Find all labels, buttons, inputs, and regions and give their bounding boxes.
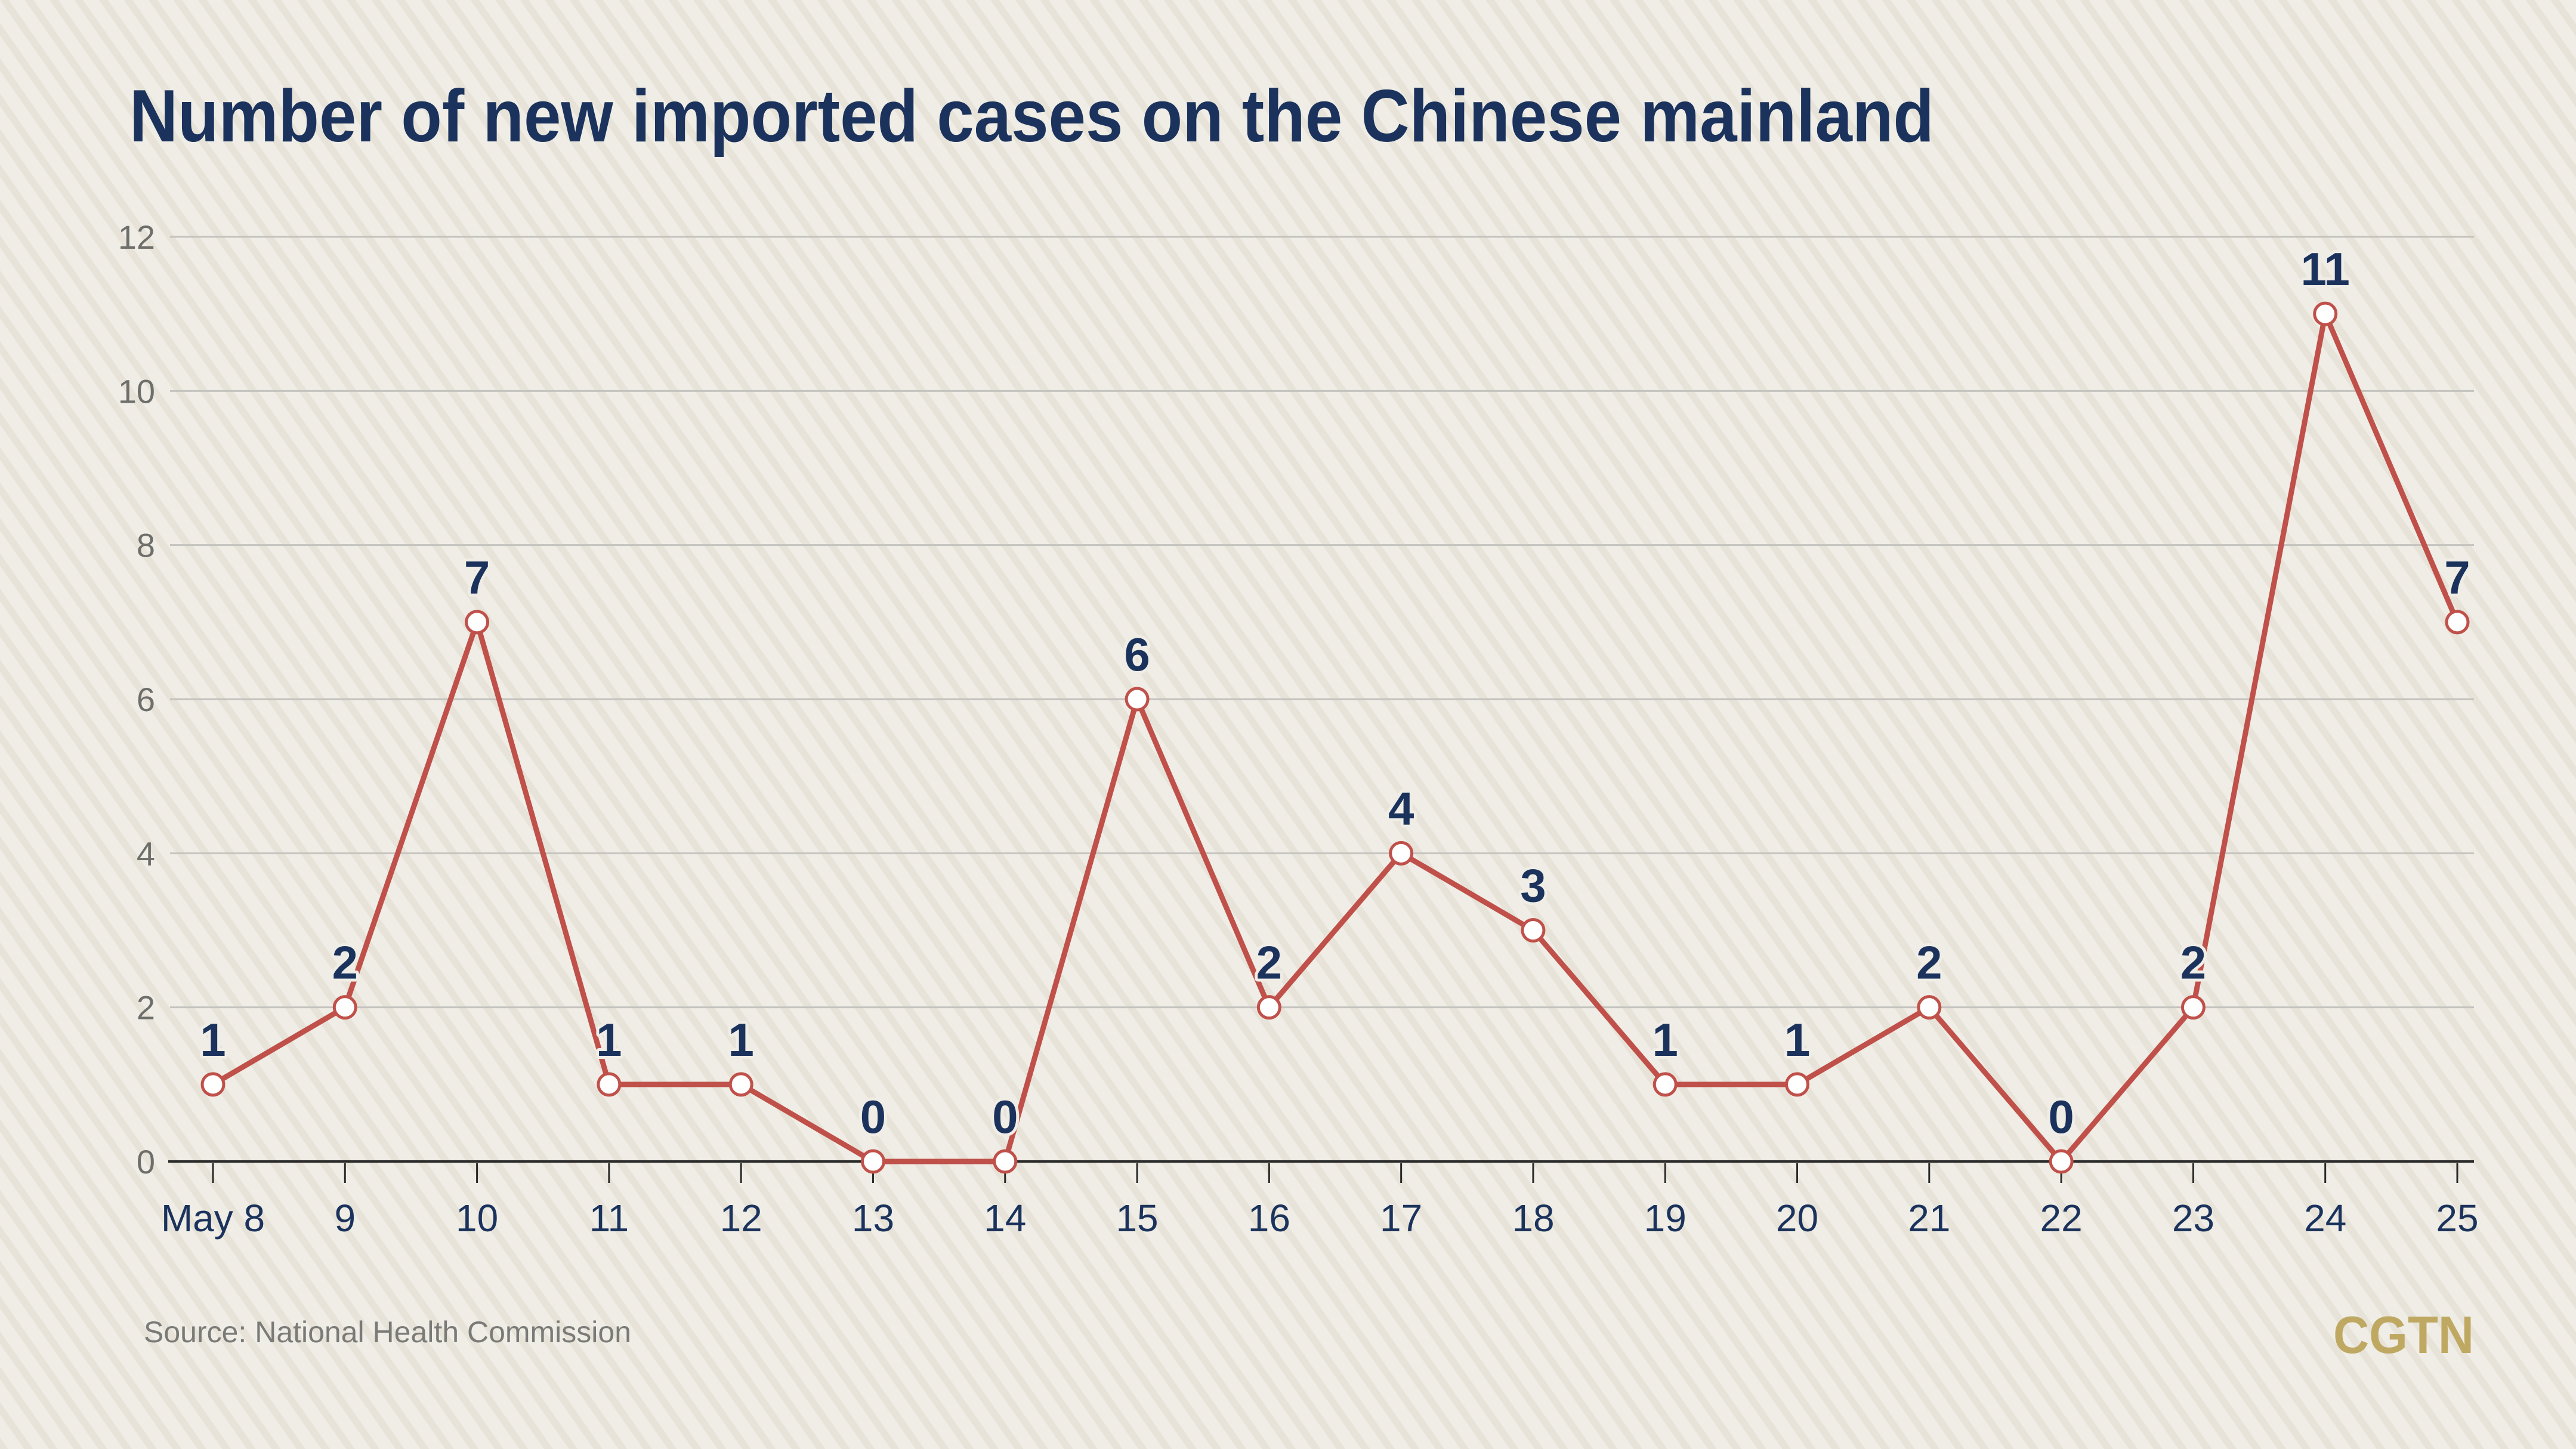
x-tick-label: 24: [2304, 1197, 2346, 1240]
x-tick-label: 19: [1644, 1197, 1687, 1240]
data-label: 1: [1784, 1014, 1810, 1066]
x-tick-label: 25: [2436, 1197, 2478, 1240]
y-tick-label: 0: [137, 1143, 155, 1181]
x-tick-label: 20: [1776, 1197, 1818, 1240]
series-line: [211, 311, 2460, 1164]
data-point: [465, 610, 490, 635]
data-label: 3: [1520, 860, 1546, 912]
data-label: 1: [728, 1014, 753, 1066]
x-tick-label: 17: [1380, 1197, 1422, 1240]
data-point: [1256, 995, 1281, 1020]
data-label: 0: [860, 1090, 886, 1143]
data-label: 0: [992, 1090, 1018, 1143]
data-label: 7: [2444, 551, 2470, 604]
data-label: 2: [2180, 937, 2206, 989]
x-tick-label: 9: [334, 1197, 356, 1240]
data-markers: [200, 301, 2470, 1174]
data-point: [1653, 1072, 1678, 1097]
data-point: [1389, 841, 1414, 866]
x-tick-label: 16: [1248, 1197, 1290, 1240]
data-label: 1: [1653, 1014, 1678, 1066]
data-label: 6: [1124, 628, 1150, 681]
data-label: 1: [200, 1014, 226, 1066]
y-tick-label: 10: [118, 372, 155, 410]
data-point: [2313, 301, 2338, 326]
gridlines: [170, 236, 2474, 1009]
data-label: 2: [1256, 937, 1282, 989]
x-tick-label: 11: [589, 1197, 629, 1240]
x-tick-label: 14: [984, 1197, 1026, 1240]
data-point: [860, 1149, 885, 1174]
data-point: [728, 1072, 753, 1097]
x-tick-label: 10: [456, 1197, 498, 1240]
x-tick-label: 22: [2040, 1197, 2083, 1240]
data-point: [332, 995, 357, 1020]
cgtn-logo: CGTN: [2333, 1305, 2474, 1364]
data-point: [993, 1149, 1018, 1174]
data-point: [2049, 1149, 2074, 1174]
y-tick-label: 2: [137, 989, 155, 1027]
source-note: Source: National Health Commission: [144, 1315, 631, 1349]
x-tick-label: 12: [720, 1197, 762, 1240]
x-tick-label: May 8: [161, 1197, 265, 1240]
y-tick-label: 12: [118, 218, 155, 256]
x-axis-tick-labels: May 8 9 10 11 12 13 14 15 16 17 18 19 20 21 22 23 24 25: [161, 1197, 2479, 1240]
data-point: [1785, 1072, 1810, 1097]
data-label: 1: [596, 1014, 622, 1066]
x-tick-label: 23: [2172, 1197, 2214, 1240]
chart-title: Number of new imported cases on the Chin…: [129, 75, 1934, 157]
data-point: [1917, 995, 1942, 1020]
data-point: [1125, 687, 1150, 712]
x-tick-label: 15: [1116, 1197, 1158, 1240]
y-tick-label: 6: [137, 681, 155, 718]
data-point: [2180, 995, 2206, 1020]
data-label: 2: [332, 937, 358, 989]
data-point: [200, 1072, 226, 1097]
data-label: 0: [2048, 1090, 2074, 1143]
data-label: 2: [1916, 937, 1942, 989]
x-tick-label: 18: [1512, 1197, 1554, 1240]
y-tick-label: 8: [137, 527, 155, 564]
y-tick-label: 4: [137, 835, 155, 872]
data-point: [1521, 918, 1546, 943]
x-tick-label: 21: [1908, 1197, 1950, 1240]
x-tick-label: 13: [852, 1197, 894, 1240]
data-point: [597, 1072, 622, 1097]
x-axis-ticks: [212, 1163, 2458, 1183]
data-label: 4: [1388, 782, 1414, 835]
data-label: 11: [2300, 243, 2349, 295]
y-axis-tick-labels: 0 2 4 6 8 10 12: [118, 218, 155, 1181]
data-point: [2445, 610, 2470, 635]
data-label: 7: [464, 551, 490, 604]
